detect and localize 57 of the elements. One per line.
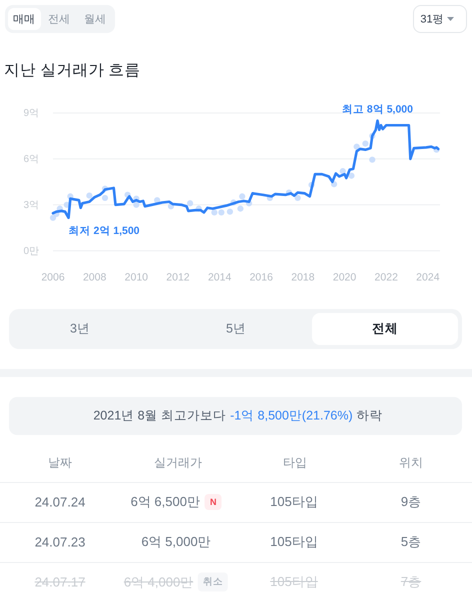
point [348,172,355,179]
text: 5년 [226,320,246,338]
text: -1억 8,500만(21.76%) [230,408,353,422]
tag-badge: N [204,494,222,510]
x-tick-label: 2022 [374,271,398,284]
y-tick-label: 9억 [23,108,39,120]
point [354,144,360,150]
point [211,209,218,216]
x-tick-label: 2010 [124,271,148,284]
point [86,192,92,199]
text: 전세 [48,12,70,26]
point [133,202,140,208]
x-tick-label: 2018 [291,271,315,284]
point [239,193,246,200]
point [237,206,244,212]
annotation: 최저 2억 1,500 [68,224,140,237]
text: 105타입 [270,493,318,511]
x-tick-label: 2014 [208,271,232,284]
point [218,209,224,216]
text: 실거래가 [154,454,202,472]
text: 9층 [400,493,422,511]
text: 31평 [420,12,444,26]
y-tick-label: 0만 [23,246,39,257]
x-tick-label: 2012 [166,271,190,284]
line-series [52,119,440,220]
text: 전체 [372,320,398,338]
x-tick-label: 2020 [332,271,356,284]
text: 24.07.23 [34,534,86,550]
text: 5층 [400,533,422,551]
point [340,168,346,174]
text: 105타입 [270,533,318,551]
point [226,208,234,215]
text: 6억 6,500만 [130,493,200,511]
tag-badge: 취소 [198,572,228,592]
point [186,200,194,206]
point [369,156,376,163]
text: 날짜 [48,454,72,472]
point [102,194,108,201]
text: 하락 [356,408,383,422]
y-tick-label: 6억 [23,154,39,166]
point [294,194,301,201]
text: 24.07.24 [34,494,86,510]
x-tick-label: 2006 [41,271,65,284]
text: 위치 [399,454,423,472]
text: 2021년 8월 최고가보다 [93,408,226,422]
text: 매매 [13,12,35,26]
chart-title: 지난 실거래가 흐름 [4,61,141,81]
point [362,140,369,147]
text: 3년 [70,320,90,338]
annotation: 최고 8억 5,000 [342,104,414,116]
text: 6억 5,000만 [141,533,211,551]
x-tick-label: 2016 [250,271,274,284]
x-tick-label: 2008 [82,271,106,284]
x-tick-label: 2024 [416,271,440,284]
y-tick-label: 3억 [23,200,39,211]
text: 월세 [84,12,106,26]
text: 타입 [283,454,307,472]
